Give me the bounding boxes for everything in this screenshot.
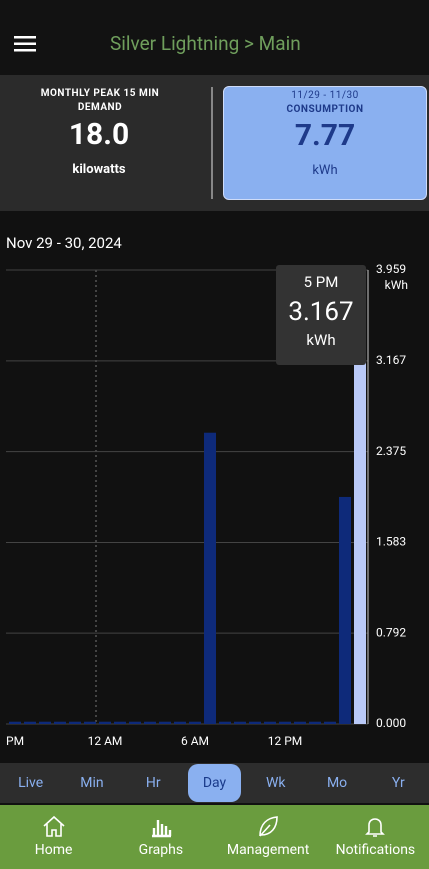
bar xyxy=(174,721,186,724)
card-caption: MONTHLY PEAK 15 MIN DEMAND xyxy=(40,88,160,113)
nav-icon xyxy=(259,816,278,837)
y-tick-label: 0.792 xyxy=(376,625,406,639)
page-title: Silver Lightning > Main xyxy=(110,32,301,55)
consumption-card[interactable]: 11/29 - 11/30 CONSUMPTION 7.77 kWh xyxy=(223,86,427,200)
demand-card: MONTHLY PEAK 15 MIN DEMAND 18.0 kilowatt… xyxy=(0,75,210,211)
y-tick-label: 0.000 xyxy=(376,716,406,730)
bar xyxy=(189,721,201,724)
bottom-nav: Home Graphs Management Notifications xyxy=(0,805,429,869)
nav-icon xyxy=(43,815,65,837)
bar xyxy=(54,721,66,724)
bar xyxy=(234,721,246,724)
menu-button[interactable] xyxy=(14,35,38,53)
range-tab[interactable]: Mo xyxy=(326,775,348,791)
range-tabs: Live Min Hr Day Wk Mo Yr xyxy=(0,763,429,803)
bar xyxy=(129,721,141,724)
chart-area: Nov 29 - 30, 2024 0.000 0.792 1.583 2.375 3.… xyxy=(0,212,429,760)
nav-label: Graphs xyxy=(138,842,184,858)
bar xyxy=(9,721,21,724)
divider xyxy=(211,87,213,199)
bar xyxy=(99,721,111,724)
card-unit: kilowatts xyxy=(72,162,126,177)
bar xyxy=(324,721,336,724)
header: Silver Lightning > Main xyxy=(0,0,429,75)
card-value: 18.0 xyxy=(68,117,130,152)
x-tick-label: PM xyxy=(6,734,24,748)
nav-icon xyxy=(365,818,386,837)
card-caption: CONSUMPTION xyxy=(286,104,364,115)
bar xyxy=(204,432,216,724)
bar xyxy=(69,721,81,724)
nav-icon xyxy=(151,820,172,838)
bar xyxy=(24,721,36,724)
range-tab[interactable]: Min xyxy=(80,775,104,791)
bar xyxy=(159,721,171,724)
card-value: 7.77 xyxy=(294,118,356,153)
bar xyxy=(84,721,96,724)
y-tick-label: 3.167 xyxy=(376,353,406,367)
bar xyxy=(39,721,51,724)
nav-label: Notifications xyxy=(335,842,416,858)
y-tick-label: 3.959 xyxy=(376,262,406,276)
card-unit: kWh xyxy=(312,163,338,178)
tooltip-box xyxy=(276,265,366,365)
nav-label: Home xyxy=(34,842,73,858)
nav-item[interactable]: Home xyxy=(0,805,107,869)
bar xyxy=(294,721,306,724)
tooltip-unit: kWh xyxy=(306,331,335,349)
nav-item[interactable]: Notifications xyxy=(322,805,429,869)
bar xyxy=(144,721,156,724)
bar xyxy=(219,721,231,724)
range-tab[interactable]: Wk xyxy=(266,775,286,791)
tooltip-value: 3.167 xyxy=(288,297,353,327)
x-tick-label: 12 PM xyxy=(268,734,303,748)
y-tick-label: 2.375 xyxy=(376,444,406,458)
bar xyxy=(309,721,321,724)
x-tick-label: 6 AM xyxy=(181,734,209,748)
bar xyxy=(339,496,351,724)
nav-label: Management xyxy=(226,842,310,858)
summary-cards: MONTHLY PEAK 15 MIN DEMAND 18.0 kilowatt… xyxy=(0,75,429,211)
range-tab[interactable]: Hr xyxy=(145,775,161,791)
tooltip-label: 5 PM xyxy=(304,273,339,291)
nav-item[interactable]: Graphs xyxy=(107,805,214,869)
bar xyxy=(354,360,366,724)
y-unit-label: kWh xyxy=(385,278,408,292)
card-period: 11/29 - 11/30 xyxy=(291,90,359,101)
y-tick-label: 1.583 xyxy=(376,535,406,549)
x-tick-label: 12 AM xyxy=(88,734,123,748)
chart: 0.000 0.792 1.583 2.375 3.167 3.959 kWh PM 12 AM… xyxy=(6,262,408,748)
bar xyxy=(114,721,126,724)
bar xyxy=(249,721,261,724)
bar xyxy=(279,721,291,724)
range-tab[interactable]: Live xyxy=(18,775,44,791)
range-tab[interactable]: Yr xyxy=(391,775,405,791)
nav-item[interactable]: Management xyxy=(215,805,322,869)
chart-title: Nov 29 - 30, 2024 xyxy=(6,234,122,252)
bar xyxy=(264,721,276,724)
range-tab[interactable]: Day xyxy=(187,764,242,802)
